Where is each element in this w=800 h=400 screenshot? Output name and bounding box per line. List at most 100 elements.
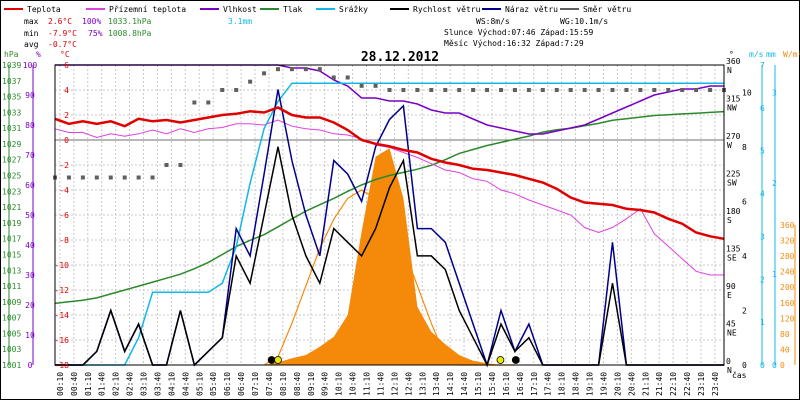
- x-tick: 00:10: [56, 372, 65, 396]
- wind-direction-point: [345, 75, 350, 80]
- x-tick: 12:10: [390, 372, 399, 396]
- ms-tick: 7: [760, 61, 765, 70]
- temp-tick: 4: [64, 86, 69, 95]
- mm-unit: mm: [766, 50, 776, 59]
- info-moon: Měsíc Východ:16:32 Západ:7:29: [444, 39, 584, 48]
- info-wg: WG:10.1m/s: [560, 17, 608, 26]
- wind-direction-point: [331, 75, 336, 80]
- x-tick: 02:10: [112, 372, 121, 396]
- dir-letter-tick: N: [727, 66, 732, 75]
- temp-tick: -14: [55, 311, 70, 320]
- dir-unit: °: [729, 50, 734, 59]
- wind-direction-point: [373, 83, 378, 88]
- wind-direction-point: [220, 88, 225, 92]
- stats-max-label: max: [24, 17, 39, 26]
- tick-labels: hPa% °C ° m/s mm W/m²čas100110031005100710091…: [2, 50, 800, 396]
- wind-direction-point: [178, 163, 183, 167]
- ms-tick: 0: [760, 361, 765, 370]
- pct-tick: 90: [25, 91, 35, 100]
- x-tick: 06:40: [237, 372, 246, 396]
- pct-tick: 100: [23, 61, 38, 70]
- wind-direction-point: [694, 88, 699, 92]
- pct-tick: 0: [28, 361, 33, 370]
- dir-letter-tick: E: [727, 291, 732, 300]
- ms-tick: 1: [760, 318, 765, 327]
- temp-tick: -8: [59, 236, 69, 245]
- x-tick: 23:40: [711, 372, 720, 396]
- stats-max-hum: 100%: [82, 17, 101, 26]
- hpa-tick: 1005: [2, 329, 21, 338]
- x-tick: 10:10: [335, 372, 344, 396]
- wind-direction-point: [471, 88, 476, 92]
- dir-deg-tick: 90: [726, 282, 736, 291]
- dir-letter-tick: S: [727, 216, 732, 225]
- dir-letter-tick: N: [727, 366, 732, 375]
- hpa-tick: 1003: [2, 345, 21, 354]
- x-tick: 06:10: [223, 372, 232, 396]
- dir-letter-tick: SW: [727, 179, 737, 188]
- x-tick: 11:40: [376, 372, 385, 396]
- pct-tick: 30: [25, 271, 35, 280]
- x-tick: 03:10: [140, 372, 149, 396]
- hpa-tick: 1033: [2, 108, 21, 117]
- pct-tick: 80: [25, 121, 35, 130]
- x-tick: 04:10: [167, 372, 176, 396]
- mm-tick: 3: [772, 88, 777, 97]
- x-tick: 17:10: [530, 372, 539, 396]
- wind-direction-point: [526, 88, 531, 92]
- x-tick: 15:40: [488, 372, 497, 396]
- x-tick: 03:40: [153, 372, 162, 396]
- legend-label: Srážky: [339, 5, 368, 14]
- ms-tick: 3: [760, 232, 765, 241]
- rain-line: [55, 82, 724, 366]
- x-tick: 17:40: [544, 372, 553, 396]
- temp-tick: -2: [59, 161, 69, 170]
- legend-label: Rychlost větru: [413, 5, 481, 14]
- hpa-tick: 1013: [2, 266, 21, 275]
- hpa-tick: 1025: [2, 172, 21, 181]
- wind-direction-point: [415, 88, 420, 92]
- dir-deg-tick: 270: [726, 132, 741, 141]
- wind-direction-point: [540, 88, 545, 92]
- stats-block: max 2.6°C 100% 1033.1hPa 3.1mm min -7.9°…: [24, 17, 252, 49]
- wind-direction-point: [359, 83, 364, 88]
- x-tick: 05:40: [209, 372, 218, 396]
- dir-deg-tick: 360: [726, 57, 741, 66]
- sun-moon-marker: [267, 356, 276, 364]
- wm2-tick: 40: [780, 345, 790, 354]
- stats-min-temp: -7.9°C: [48, 29, 77, 38]
- wind-tick: 6: [742, 197, 747, 206]
- pct-tick: 40: [25, 241, 35, 250]
- wind-direction-point: [150, 175, 155, 180]
- dir-letter-tick: SE: [727, 254, 737, 263]
- wind-tick: 8: [742, 143, 747, 152]
- wind-tick: 0: [742, 361, 747, 370]
- ms-tick: 6: [760, 104, 765, 113]
- ms-unit: m/s: [749, 50, 764, 59]
- x-tick: 08:10: [279, 372, 288, 396]
- wm2-tick: 80: [780, 330, 790, 339]
- temp-tick: 2: [64, 111, 69, 120]
- stats-max-press: 1033.1hPa: [108, 17, 152, 26]
- stats-max-temp: 2.6°C: [48, 17, 72, 26]
- hpa-tick: 1001: [2, 361, 21, 370]
- pct-unit: %: [36, 50, 41, 59]
- wind-direction-point: [122, 175, 127, 180]
- x-tick: 13:40: [432, 372, 441, 396]
- hpa-tick: 1029: [2, 140, 21, 149]
- x-tick: 23:10: [697, 372, 706, 396]
- humidity-line: [55, 64, 724, 135]
- x-tick: 22:40: [683, 372, 692, 396]
- mm-tick: 2: [772, 179, 777, 188]
- wind-direction-point: [554, 88, 559, 92]
- wind-direction-point: [708, 88, 713, 92]
- legend-label: Teplota: [27, 5, 61, 14]
- info-ws: WS:8m/s: [476, 17, 510, 26]
- wind-direction-point: [610, 88, 615, 92]
- sun-moon-marker: [274, 356, 282, 364]
- x-tick: 05:10: [195, 372, 204, 396]
- sun-moon-marker: [511, 356, 520, 364]
- wm2-tick: 200: [780, 283, 795, 292]
- wind-direction-point: [457, 88, 462, 92]
